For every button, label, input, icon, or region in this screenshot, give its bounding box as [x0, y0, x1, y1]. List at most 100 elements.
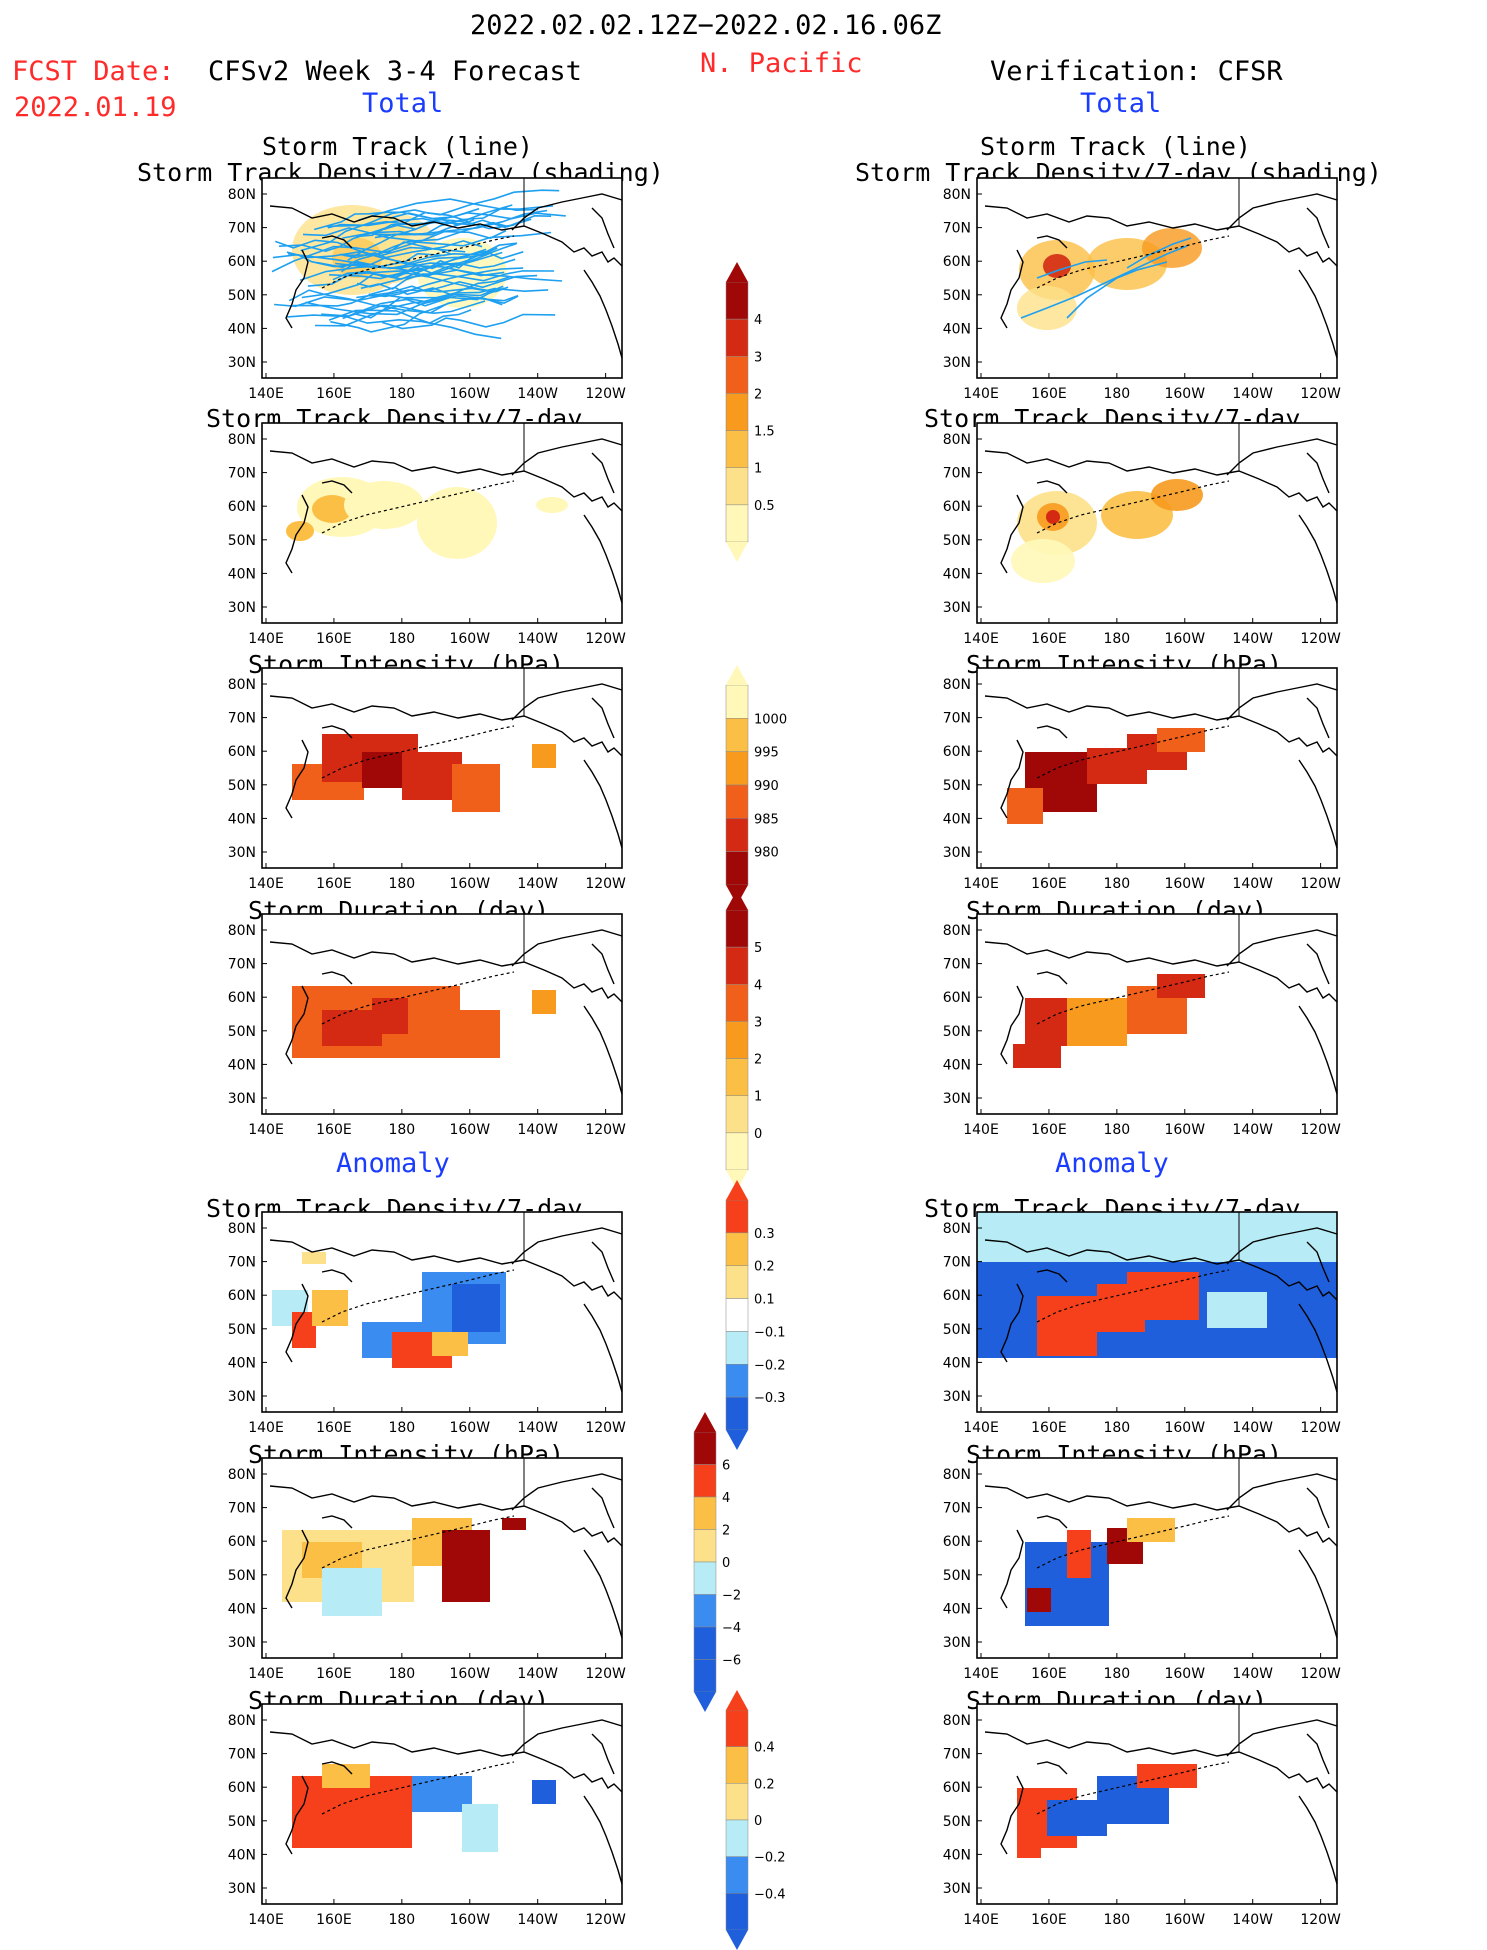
grid-cell: [346, 758, 358, 770]
grid-cell: [370, 1580, 382, 1592]
grid-cell: [1097, 1554, 1109, 1566]
grid-cell: [304, 776, 316, 788]
grid-cell: [1061, 1344, 1073, 1356]
grid-cell: [544, 744, 556, 756]
lat-label: 30N: [228, 355, 256, 371]
lat-label: 30N: [228, 1881, 256, 1897]
grid-cell: [292, 1336, 304, 1348]
coastline: [269, 438, 623, 604]
grid-cell: [466, 1530, 478, 1542]
grid-cell: [326, 1542, 338, 1554]
grid-cell: [1229, 1248, 1241, 1260]
grid-cell: [340, 788, 352, 800]
coastline: [984, 683, 1338, 849]
grid-cell: [1097, 1602, 1109, 1614]
lon-label: 160W: [449, 876, 490, 890]
colorbar-label: 985: [754, 812, 779, 827]
storm-track-line: [368, 267, 524, 298]
grid-cell: [1029, 1788, 1041, 1800]
lon-label: 120W: [1300, 1666, 1341, 1680]
coastline: [269, 193, 623, 359]
grid-cell: [412, 998, 424, 1010]
grid-cell: [1169, 986, 1181, 998]
grid-cell: [1031, 788, 1043, 800]
grid-cell: [1085, 1274, 1097, 1286]
grid-cell: [1289, 1248, 1301, 1260]
grid-cell: [1181, 986, 1193, 998]
grid-cell: [478, 1590, 490, 1602]
grid-cell: [1243, 1292, 1255, 1304]
colorbar-label: 0.1: [754, 1293, 775, 1308]
grid-cell: [374, 764, 386, 776]
lat-label: 40N: [228, 321, 256, 337]
grid-cell: [1231, 1316, 1243, 1328]
grid-cell: [400, 1788, 412, 1800]
grid-cell: [392, 1344, 404, 1356]
grid-cell: [464, 788, 476, 800]
grid-cell: [1099, 760, 1111, 772]
grid-cell: [1289, 1224, 1301, 1236]
storm-track-line: [328, 309, 472, 324]
grid-cell: [464, 1022, 476, 1034]
grid-cell: [1037, 1056, 1049, 1068]
map-frame: [976, 1703, 1338, 1905]
grid-cell: [1097, 1262, 1109, 1274]
grid-cell: [1027, 1588, 1039, 1600]
grid-cell: [1049, 1296, 1061, 1308]
grid-cell: [1253, 1274, 1265, 1286]
grid-cell: [1025, 1224, 1037, 1236]
map-frame: [261, 1211, 623, 1413]
map-track-right: 80N 70N 60N 50N 40N 30N 140E 160E 180 160W 140W 120…: [943, 177, 1341, 400]
grid-cell: [1097, 1566, 1109, 1578]
grid-cell: [396, 998, 408, 1010]
aleutian-islands: [321, 725, 515, 779]
grid-cell: [1313, 1236, 1325, 1248]
grid-cell: [294, 1578, 306, 1590]
grid-cell: [284, 1302, 296, 1314]
grid-cell: [1047, 1824, 1059, 1836]
coastline: [984, 1227, 1338, 1393]
grid-cell: [1313, 1310, 1325, 1322]
grid-cell: [412, 1022, 424, 1034]
colorbar-label: 5: [754, 941, 762, 956]
grid-cell: [502, 1518, 514, 1530]
grid-cell: [1193, 1212, 1205, 1224]
grid-cell: [1133, 1334, 1145, 1346]
grid-cell: [1037, 764, 1049, 776]
lat-label: 80N: [943, 432, 971, 448]
lon-label: 140W: [1232, 1666, 1273, 1680]
grid-cell: [1071, 1812, 1083, 1824]
grid-cell: [474, 1804, 486, 1816]
grid-cell: [532, 756, 544, 768]
aleutian-islands: [1036, 235, 1230, 289]
grid-cell: [1013, 1298, 1025, 1310]
grid-cell: [1175, 1308, 1187, 1320]
grid-cell: [1037, 1614, 1049, 1626]
map-duration-anom-right: 80N 70N 60N 50N 40N 30N 140E 160E 180 160W 140W 120…: [943, 1703, 1341, 1926]
grid-cell: [328, 986, 340, 998]
grid-cell: [282, 1590, 294, 1602]
grid-cell: [1187, 1284, 1199, 1296]
grid-cell: [388, 1046, 400, 1058]
grid-cell: [1073, 764, 1085, 776]
grid-cell: [1037, 1212, 1049, 1224]
grid-cell: [1133, 1320, 1145, 1332]
grid-cell: [1231, 1292, 1243, 1304]
grid-cell: [374, 1334, 386, 1346]
grid-cell: [370, 1568, 382, 1580]
grid-cell: [358, 734, 370, 746]
grid-cell: [488, 1308, 500, 1320]
grid-cell: [436, 986, 448, 998]
lat-label: 50N: [943, 778, 971, 794]
grid-cell: [1205, 1212, 1217, 1224]
grid-cell: [989, 1248, 1001, 1260]
grid-cell: [1079, 1554, 1091, 1566]
grid-cell: [412, 986, 424, 998]
grid-cell: [1037, 998, 1049, 1010]
lat-label: 60N: [228, 1780, 256, 1796]
grid-cell: [1289, 1298, 1301, 1310]
grid-cell: [424, 998, 436, 1010]
grid-cell: [1277, 1236, 1289, 1248]
grid-cell: [1067, 1010, 1079, 1022]
grid-cell: [1049, 1614, 1061, 1626]
